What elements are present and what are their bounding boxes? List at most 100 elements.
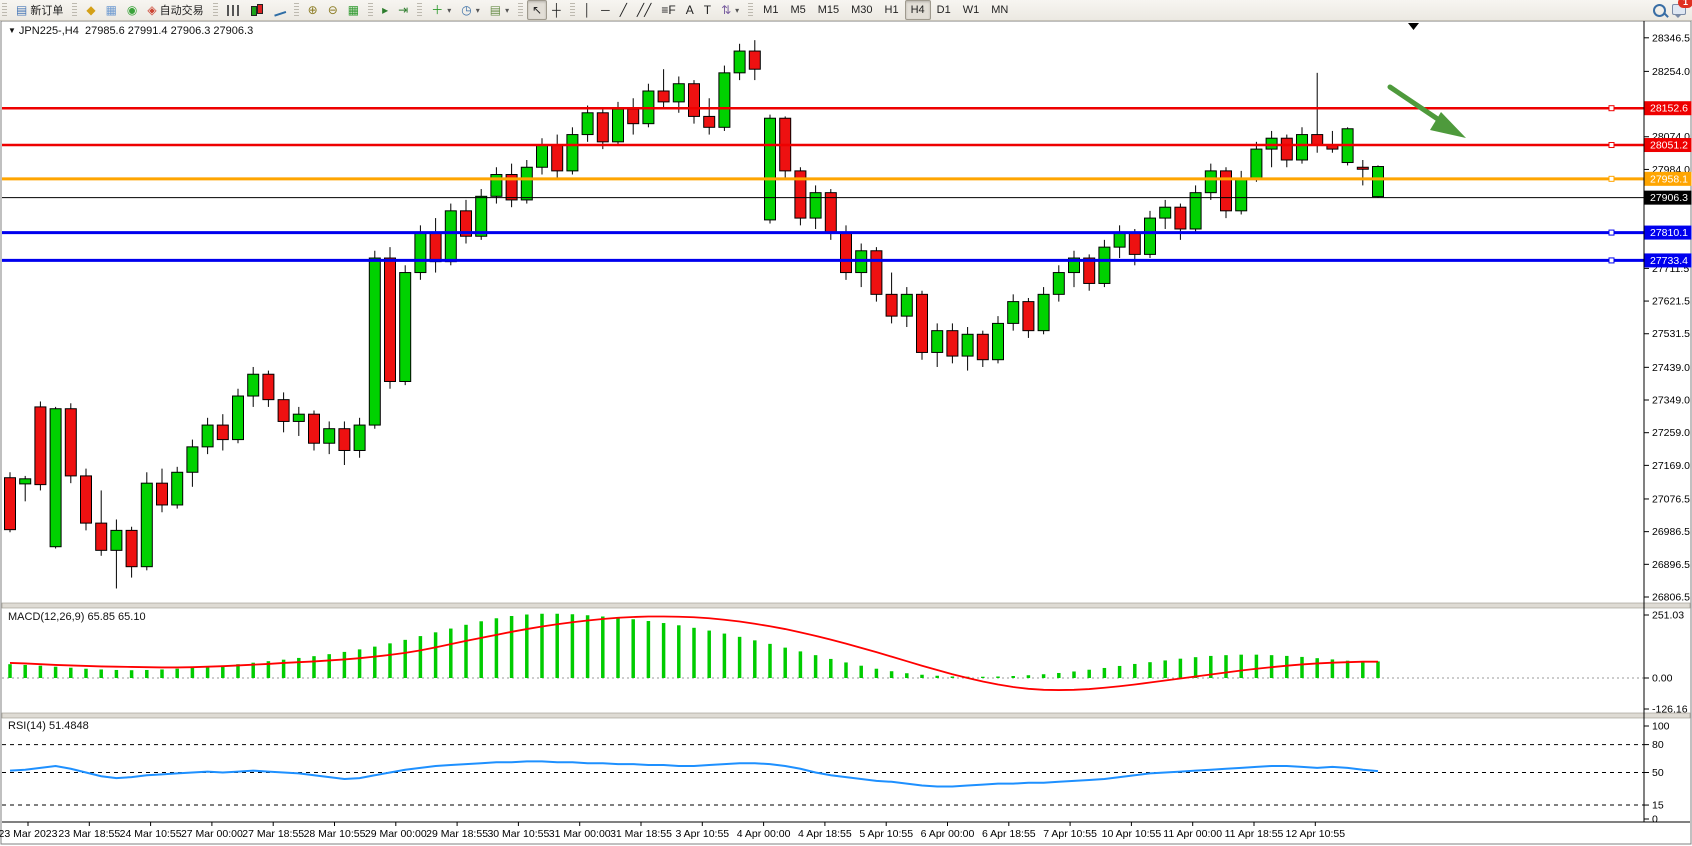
auto-trading-button[interactable]: ◈ 自动交易 [142, 0, 208, 20]
price-level-badge [1644, 101, 1692, 116]
candle [232, 395, 244, 441]
fibonacci-button[interactable]: ≡F [656, 0, 680, 20]
line-handle[interactable] [1608, 105, 1615, 112]
search-icon[interactable] [1653, 3, 1666, 17]
trendline-button[interactable]: ╱ [615, 0, 632, 20]
collapse-triangle-icon[interactable]: ▼ [8, 26, 16, 35]
candle [1144, 217, 1156, 255]
line-handle[interactable] [1608, 229, 1615, 236]
date-axis[interactable]: 23 Mar 2023 23 Mar 18:55 24 Mar 10:55 27 Ma… [0, 821, 1690, 840]
candle [505, 174, 518, 201]
candle [1372, 166, 1384, 198]
candlestick-chart-button[interactable] [245, 0, 268, 20]
cursor-button[interactable]: ↖ [527, 0, 548, 20]
new-order-button[interactable]: ▤ 新订单 [11, 0, 68, 20]
timeframe-m30[interactable]: M30 [845, 0, 878, 20]
fibonacci-icon: ≡F [661, 3, 676, 17]
candle [809, 192, 822, 219]
scroll-marker-icon[interactable] [1408, 23, 1419, 30]
price-level-badge-text: 27733.4 [1650, 255, 1688, 267]
candle [80, 475, 92, 524]
price-tick-label: 27259.0 [1652, 427, 1690, 439]
crosshair-button[interactable]: ┼ [547, 0, 566, 20]
chevron-down-icon[interactable]: ▾ [475, 5, 480, 15]
price-tick-label: 27076.5 [1652, 493, 1690, 505]
template-icon: ▤ [489, 3, 502, 17]
line-handle[interactable] [1608, 257, 1615, 264]
chevron-down-icon[interactable]: ▾ [447, 5, 452, 15]
templates-button[interactable]: ▤ ▾ [485, 0, 514, 20]
timeframe-m15[interactable]: M15 [812, 0, 845, 20]
doc-plus-icon: ▤ [16, 3, 28, 17]
line-chart-button[interactable] [268, 0, 290, 20]
arrows-button[interactable]: ⇅ ▾ [716, 0, 744, 20]
toolbar-grip[interactable] [569, 3, 575, 17]
periods-button[interactable]: ◷ ▾ [456, 0, 485, 20]
new-order-button-label: 新订单 [30, 5, 64, 17]
bar-chart-button[interactable] [222, 0, 245, 20]
channel-button[interactable]: ╱╱ [632, 0, 656, 20]
vertical-line-button[interactable]: │ [579, 0, 597, 20]
candle [353, 424, 366, 451]
chevron-down-icon[interactable]: ▾ [735, 5, 740, 15]
data-window-button[interactable]: ▦ [101, 0, 122, 20]
timeframe-m5[interactable]: M5 [784, 0, 811, 20]
chat-button[interactable]: 1 [1672, 0, 1692, 18]
auto-scroll-button[interactable]: ▸ [377, 0, 393, 20]
clock-icon: ◷ [461, 3, 472, 17]
candle [551, 144, 564, 172]
toolbar-grip[interactable] [417, 3, 423, 17]
toolbar-grip[interactable] [212, 3, 218, 17]
indicators-button[interactable]: ＋ ▾ [426, 0, 456, 20]
candle [414, 232, 427, 274]
candle [1159, 206, 1172, 219]
timeframe-w1[interactable]: W1 [957, 0, 986, 20]
toolbar-grip[interactable] [368, 3, 374, 17]
line-handle[interactable] [1608, 175, 1615, 182]
candle [460, 210, 472, 237]
toolbar-grip[interactable] [748, 3, 754, 17]
signals-button[interactable]: ◉ [122, 0, 142, 20]
macd-panel-separator[interactable] [1, 602, 1691, 609]
zoom-in-button[interactable]: ⊕ [303, 0, 323, 20]
toolbar-grip[interactable] [518, 3, 524, 17]
candle [1007, 301, 1020, 324]
candle [885, 293, 898, 317]
timeframe-h4[interactable]: H4 [904, 0, 931, 20]
timeframe-mn[interactable]: MN [985, 0, 1014, 20]
timeframe-m30-label: M30 [851, 4, 873, 16]
candle [1280, 137, 1293, 161]
timeframe-m1-label: M1 [763, 4, 779, 16]
down-trend-arrow[interactable] [1387, 84, 1466, 138]
arrows-icon: ⇅ [721, 3, 732, 17]
cursor-icon: ↖ [532, 3, 543, 17]
candle [201, 424, 214, 448]
toolbar-grip[interactable] [72, 3, 78, 17]
rsi-panel-separator[interactable] [1, 712, 1691, 719]
toolbar-grip[interactable] [2, 3, 7, 17]
tile-windows-button[interactable]: ▦ [343, 0, 364, 20]
chart-shift-button[interactable]: ⇥ [393, 0, 413, 20]
text-button[interactable]: A [681, 0, 699, 20]
timeframe-m1[interactable]: M1 [757, 0, 784, 20]
text-label-button[interactable]: T [699, 0, 716, 20]
candle [1098, 246, 1111, 284]
zoom-out-button[interactable]: ⊖ [323, 0, 343, 20]
horizontal-line-button[interactable]: ─ [596, 0, 615, 20]
line-handle[interactable] [1608, 142, 1615, 149]
price-tick-label: 27349.0 [1652, 395, 1690, 407]
market-watch-button[interactable]: ◆ [81, 0, 100, 20]
toolbar-right: 1 [1653, 0, 1692, 18]
price-axis[interactable]: 28346.528254.028074.027984.027711.527621… [1643, 21, 1692, 826]
candle [931, 330, 944, 353]
macd-signal-line [9, 615, 1378, 691]
timeframe-h1[interactable]: H1 [879, 0, 905, 20]
price-tick-label: 28254.0 [1652, 66, 1690, 78]
date-tick-label: 10 Apr 10:55 [1102, 828, 1162, 840]
line-chart-icon [271, 3, 286, 17]
price-level-badge [1644, 190, 1692, 205]
chevron-down-icon[interactable]: ▾ [505, 5, 510, 15]
toolbar-grip[interactable] [293, 3, 299, 17]
timeframe-d1[interactable]: D1 [931, 0, 957, 20]
